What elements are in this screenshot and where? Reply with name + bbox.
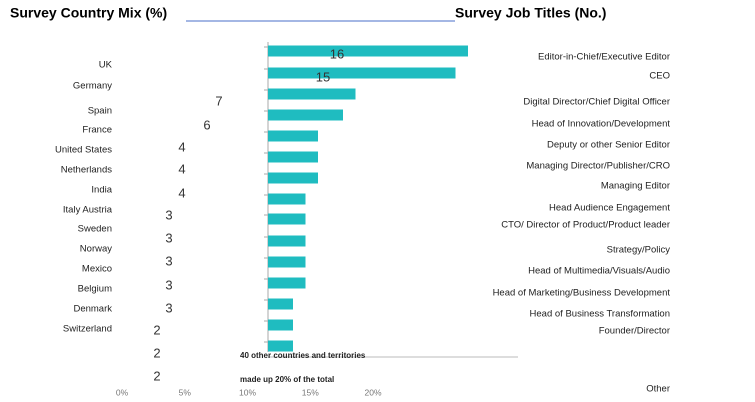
job-label: Head of Multimedia/Visuals/Audio: [528, 266, 670, 277]
value-label: 7: [215, 93, 222, 108]
country-label: Belgium: [78, 284, 112, 295]
country-label: France: [82, 125, 112, 136]
country-label: Mexico: [82, 264, 112, 275]
country-label: UK: [99, 60, 113, 71]
country-label: Sweden: [78, 224, 112, 235]
job-label: CEO: [649, 71, 670, 82]
annotation: made up 20% of the total: [240, 375, 334, 384]
value-label: 15: [316, 69, 330, 84]
value-label: 3: [165, 300, 172, 315]
value-label: 16: [330, 46, 344, 61]
x-tick-label: 0%: [116, 387, 129, 397]
country-label: Switzerland: [63, 324, 112, 335]
country-label: Denmark: [73, 304, 112, 315]
value-label: 4: [178, 185, 185, 200]
x-tick-label: 10%: [239, 387, 256, 397]
job-label: Head of Business Transformation: [530, 309, 670, 320]
bar: [268, 277, 306, 289]
annotation: 40 other countries and territories: [240, 351, 366, 360]
country-label: Netherlands: [61, 165, 112, 176]
bar: [268, 45, 468, 57]
value-label: 3: [165, 253, 172, 268]
job-label: CTO/ Director of Product/Product leader: [501, 220, 670, 231]
bar: [268, 319, 293, 331]
job-label: Deputy or other Senior Editor: [547, 140, 670, 151]
bar: [268, 213, 306, 225]
job-label: Head Audience Engagement: [549, 203, 670, 214]
country-title: Survey Country Mix (%): [10, 5, 167, 21]
country-label: India: [91, 185, 112, 196]
bar: [268, 256, 306, 268]
value-label: 2: [153, 322, 160, 337]
bar: [268, 193, 306, 205]
value-label: 3: [165, 230, 172, 245]
bar: [268, 298, 293, 310]
value-label: 4: [178, 161, 185, 176]
job-label: Managing Director/Publisher/CRO: [526, 161, 670, 172]
bar: [268, 235, 306, 247]
value-label: 6: [203, 117, 210, 132]
bar: [268, 130, 318, 142]
x-tick-label: 15%: [302, 387, 319, 397]
x-tick-label: 20%: [364, 387, 381, 397]
job-label: Editor-in-Chief/Executive Editor: [538, 52, 670, 63]
job-label: Founder/Director: [599, 326, 670, 337]
job-label: Managing Editor: [601, 181, 670, 192]
bar: [268, 67, 456, 79]
x-tick-label: 5%: [179, 387, 192, 397]
country-label: United States: [55, 145, 112, 156]
bar: [268, 88, 356, 100]
country-label: Spain: [88, 106, 112, 117]
bar: [268, 151, 318, 163]
job-label: Head of Marketing/Business Development: [493, 288, 671, 299]
country-label: Germany: [73, 81, 112, 92]
value-label: 3: [165, 277, 172, 292]
bar: [268, 172, 318, 184]
job-title: Survey Job Titles (No.): [455, 5, 606, 21]
bar: [268, 340, 293, 352]
country-label: Norway: [80, 244, 112, 255]
bar: [268, 109, 343, 121]
country-label: Italy Austria: [63, 205, 113, 216]
job-label: Strategy/Policy: [607, 245, 671, 256]
value-label: 2: [153, 368, 160, 383]
job-label: Head of Innovation/Development: [532, 119, 671, 130]
job-label: Other: [646, 384, 670, 395]
value-label: 3: [165, 207, 172, 222]
value-label: 2: [153, 345, 160, 360]
value-label: 4: [178, 139, 185, 154]
job-label: Digital Director/Chief Digital Officer: [523, 97, 670, 108]
